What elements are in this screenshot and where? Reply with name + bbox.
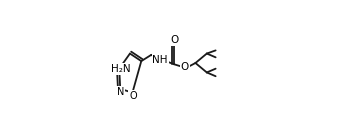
Text: H₂N: H₂N (111, 64, 130, 74)
Text: N: N (117, 87, 125, 97)
Text: O: O (129, 91, 137, 101)
Text: O: O (180, 62, 189, 72)
Text: O: O (170, 35, 178, 45)
Text: NH: NH (152, 55, 168, 65)
